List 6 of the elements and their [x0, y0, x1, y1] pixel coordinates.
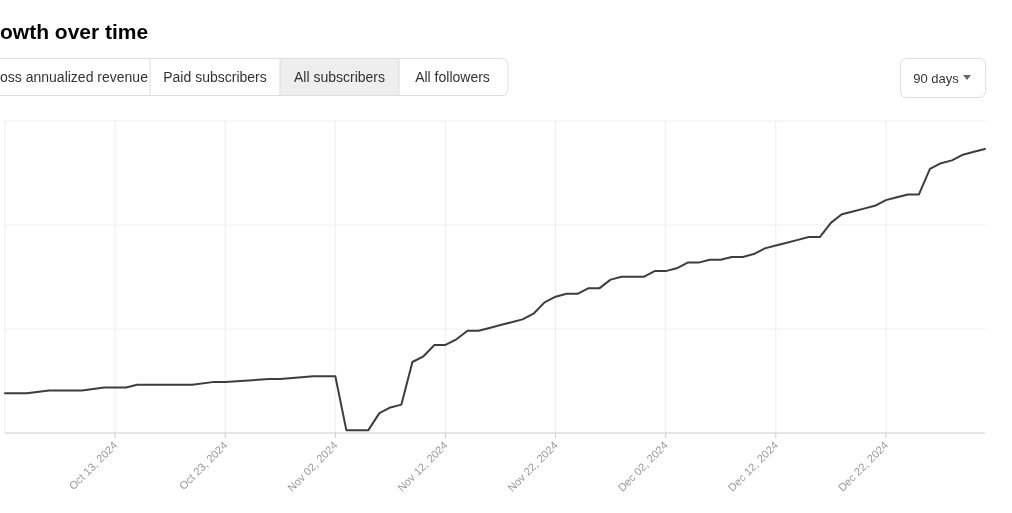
text: All followers: [415, 69, 490, 85]
chart-title: owth over time: [0, 20, 149, 43]
text: All subscribers: [293, 69, 386, 85]
text: 90 days: [913, 71, 960, 86]
text: Paid subscribers: [163, 69, 267, 85]
text: oss annualized revenue: [0, 69, 149, 85]
